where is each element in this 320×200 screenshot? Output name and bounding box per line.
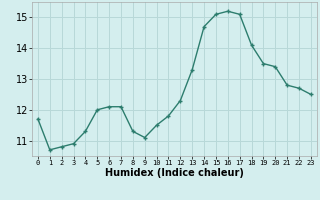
- X-axis label: Humidex (Indice chaleur): Humidex (Indice chaleur): [105, 168, 244, 178]
